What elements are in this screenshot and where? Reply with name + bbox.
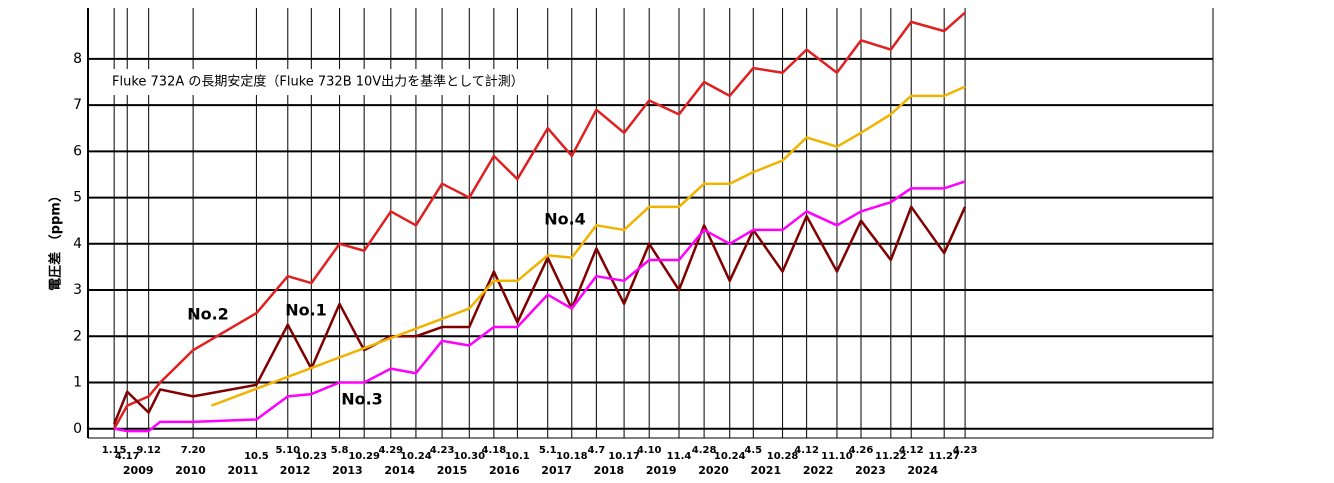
year-label: 2019 [646, 464, 677, 477]
year-label: 2023 [855, 464, 886, 477]
x-tick-label: 10.28 [767, 451, 799, 462]
title-box [100, 69, 556, 95]
year-label: 2012 [280, 464, 311, 477]
series-line [210, 85, 966, 407]
y-tick-label: 0 [73, 421, 82, 437]
y-tick-label: 6 [73, 143, 82, 159]
series-label: No.2 [187, 305, 229, 324]
year-label: 2011 [227, 464, 258, 477]
y-tick-label: 8 [73, 51, 82, 67]
series-label: No.4 [544, 210, 586, 229]
marks [112, 11, 967, 433]
series-label: No.1 [285, 301, 327, 320]
x-tick-label: 11.4 [667, 451, 692, 462]
chart-title: Fluke 732A の長期安定度（Fluke 732B 10V出力を基準として… [112, 74, 524, 90]
year-label: 2009 [123, 464, 154, 477]
x-tick-label: 4.17 [115, 451, 140, 462]
y-tick-label: 5 [73, 190, 82, 206]
y-axis-label: 電圧差 （ppm） [48, 189, 64, 291]
year-label: 2018 [594, 464, 625, 477]
x-tick-label: 4.10 [637, 445, 662, 456]
year-label: 2014 [384, 464, 415, 477]
year-label: 2021 [751, 464, 782, 477]
x-tick-label: 4.23 [430, 445, 455, 456]
grid [87, 8, 1214, 439]
x-tick-label: 10.18 [556, 451, 588, 462]
x-tick-label: 5.8 [331, 445, 349, 456]
year-label: 2017 [541, 464, 572, 477]
x-tick-label: 10.30 [453, 451, 485, 462]
x-tick-label: 4.12 [794, 445, 819, 456]
x-tick-label: 9.12 [136, 445, 161, 456]
x-tick-label: 11.10 [821, 451, 853, 462]
x-tick-label: 4.12 [899, 445, 924, 456]
x-tick-label: 1.15 [102, 445, 127, 456]
series-line [113, 180, 966, 433]
series-line [113, 11, 966, 430]
series-line [112, 205, 967, 425]
y-tick-label: 3 [73, 282, 82, 298]
year-label: 2022 [803, 464, 834, 477]
x-tick-label: 4.23 [953, 445, 978, 456]
year-label: 2015 [437, 464, 468, 477]
x-tick-label: 4.29 [378, 445, 403, 456]
x-tick-label: 5.1 [539, 445, 557, 456]
year-label: 2010 [175, 464, 206, 477]
x-tick-label: 10.5 [244, 451, 269, 462]
x-tick-label: 10.23 [296, 451, 328, 462]
x-tick-label: 5.10 [275, 445, 300, 456]
year-label: 2013 [332, 464, 363, 477]
x-tick-label: 10.29 [348, 451, 380, 462]
x-tick-label: 4.28 [692, 445, 717, 456]
x-tick-label: 4.26 [849, 445, 874, 456]
x-tick-label: 11.22 [875, 451, 907, 462]
y-tick-label: 1 [73, 375, 82, 391]
x-tick-label: 10.24 [400, 451, 432, 462]
y-tick-label: 4 [73, 236, 82, 252]
year-label: 2024 [907, 464, 938, 477]
x-tick-label: 11.27 [928, 451, 960, 462]
y-tick-label: 7 [73, 97, 82, 113]
x-tick-label: 4.18 [482, 445, 507, 456]
x-tick-label: 4.5 [744, 445, 762, 456]
x-tick-label: 10.17 [608, 451, 640, 462]
x-tick-label: 10.24 [714, 451, 746, 462]
x-tick-label: 10.1 [505, 451, 530, 462]
x-tick-label: 7.20 [181, 445, 206, 456]
year-label: 2020 [698, 464, 729, 477]
y-tick-label: 2 [73, 328, 82, 344]
series-label: No.3 [341, 390, 383, 409]
year-label: 2016 [489, 464, 520, 477]
x-tick-label: 4.7 [588, 445, 606, 456]
